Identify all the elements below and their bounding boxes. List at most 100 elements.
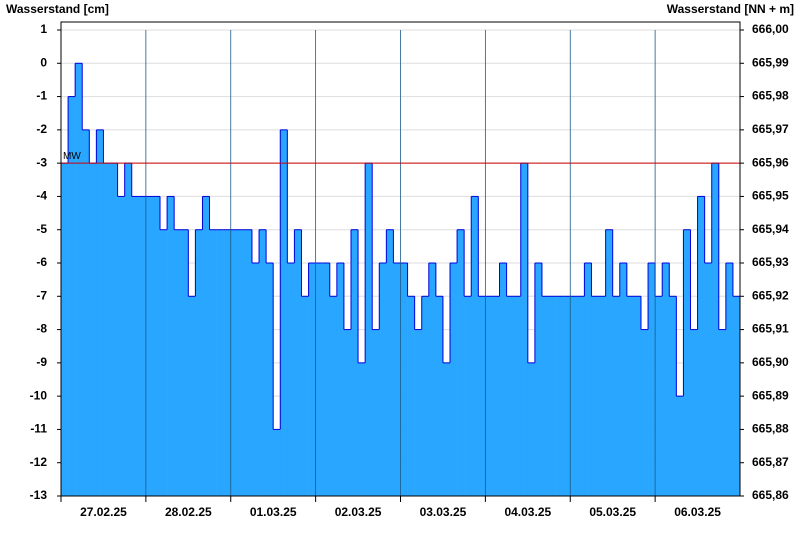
area-step [471,196,479,496]
area-step [251,263,260,496]
area-step [619,263,628,496]
reference-label: MW [63,151,81,162]
area-step [704,263,713,496]
area-step [152,196,161,496]
area-step [626,296,635,496]
y2-tick-label: 665,86 [752,488,789,502]
area-step [195,229,203,496]
area-step [655,296,663,496]
area-step [605,229,613,496]
area-step [725,263,734,496]
area-step [68,96,76,497]
area-step [450,263,458,496]
area-step [513,296,522,496]
x-tick-label: 28.02.25 [165,505,212,519]
area-step [89,163,97,496]
y-tick-label: -11 [30,422,47,436]
area-step [669,296,677,496]
area-step [350,229,359,496]
area-step [499,263,507,496]
y2-tick-label: 665,93 [752,255,789,269]
area-step [188,296,196,496]
area-step [640,329,649,496]
area-step [598,296,606,496]
area-step [414,329,423,496]
y2-tick-label: 665,94 [752,222,789,236]
area-step [273,429,281,496]
area-step [393,263,401,496]
area-step [209,229,217,496]
y-tick-label: -12 [30,455,48,469]
y-tick-label: -8 [36,322,47,336]
area-step [223,229,232,496]
y2-tick-label: 665,98 [752,89,789,103]
x-tick-label: 01.03.25 [250,505,297,519]
area-step [294,229,302,496]
x-tick-label: 27.02.25 [80,505,127,519]
area-step [329,296,338,496]
area-step [527,362,536,496]
area-step [287,263,295,496]
area-step [181,229,189,496]
area-step [442,362,451,496]
x-tick-label: 03.03.25 [420,505,467,519]
area-step [570,296,578,496]
area-step [485,296,493,496]
y-tick-label: 1 [40,22,47,36]
area-step [96,129,104,496]
y2-tick-label: 665,87 [752,455,789,469]
area-step [541,296,550,496]
y2-tick-label: 665,96 [752,155,789,169]
area-step [75,63,83,497]
area-step [732,296,741,496]
y2-tick-label: 666,00 [752,22,789,36]
area-step [534,263,543,496]
area-step [308,263,316,496]
plot-frame [60,21,741,497]
area-step [336,263,345,496]
y-tick-label: -3 [36,155,47,169]
area-step [591,296,599,496]
area-step [315,263,323,496]
area-step [492,296,500,496]
area-step [520,163,529,496]
area-step [697,196,705,496]
area-step [216,229,224,496]
area-step [428,263,437,496]
area-step [61,163,69,496]
y-tick-label: -5 [36,222,47,236]
area-step [174,229,182,496]
area-step [464,296,472,496]
area-step [103,163,111,496]
area-step [577,296,585,496]
y2-tick-label: 665,89 [752,388,789,402]
area-step [648,263,656,496]
area-step [145,196,154,496]
area-step [407,296,415,496]
x-tick-label: 04.03.25 [504,505,551,519]
area-step [676,396,684,496]
y-tick-label: -1 [36,89,47,103]
x-tick-label: 06.03.25 [674,505,721,519]
area-step [633,296,642,496]
area-step [138,196,147,496]
area-step [160,229,168,496]
area-step [259,229,267,496]
y-axis-title: Wasserstand [cm] [6,2,109,16]
area-step [117,196,125,496]
area-step [379,263,387,496]
y2-tick-label: 665,88 [752,422,789,436]
y-tick-label: -9 [36,355,47,369]
y2-tick-label: 665,99 [752,55,789,69]
area-step [400,263,408,496]
y-tick-label: -4 [36,189,47,203]
area-step [612,296,621,496]
area-step [478,296,486,496]
y-tick-label: -7 [36,288,47,302]
area-step [131,196,140,496]
y-tick-label: -13 [30,488,48,502]
area-step [711,163,720,496]
y2-tick-label: 665,95 [752,189,789,203]
area-step [358,362,366,496]
y2-tick-label: 665,91 [752,322,789,336]
